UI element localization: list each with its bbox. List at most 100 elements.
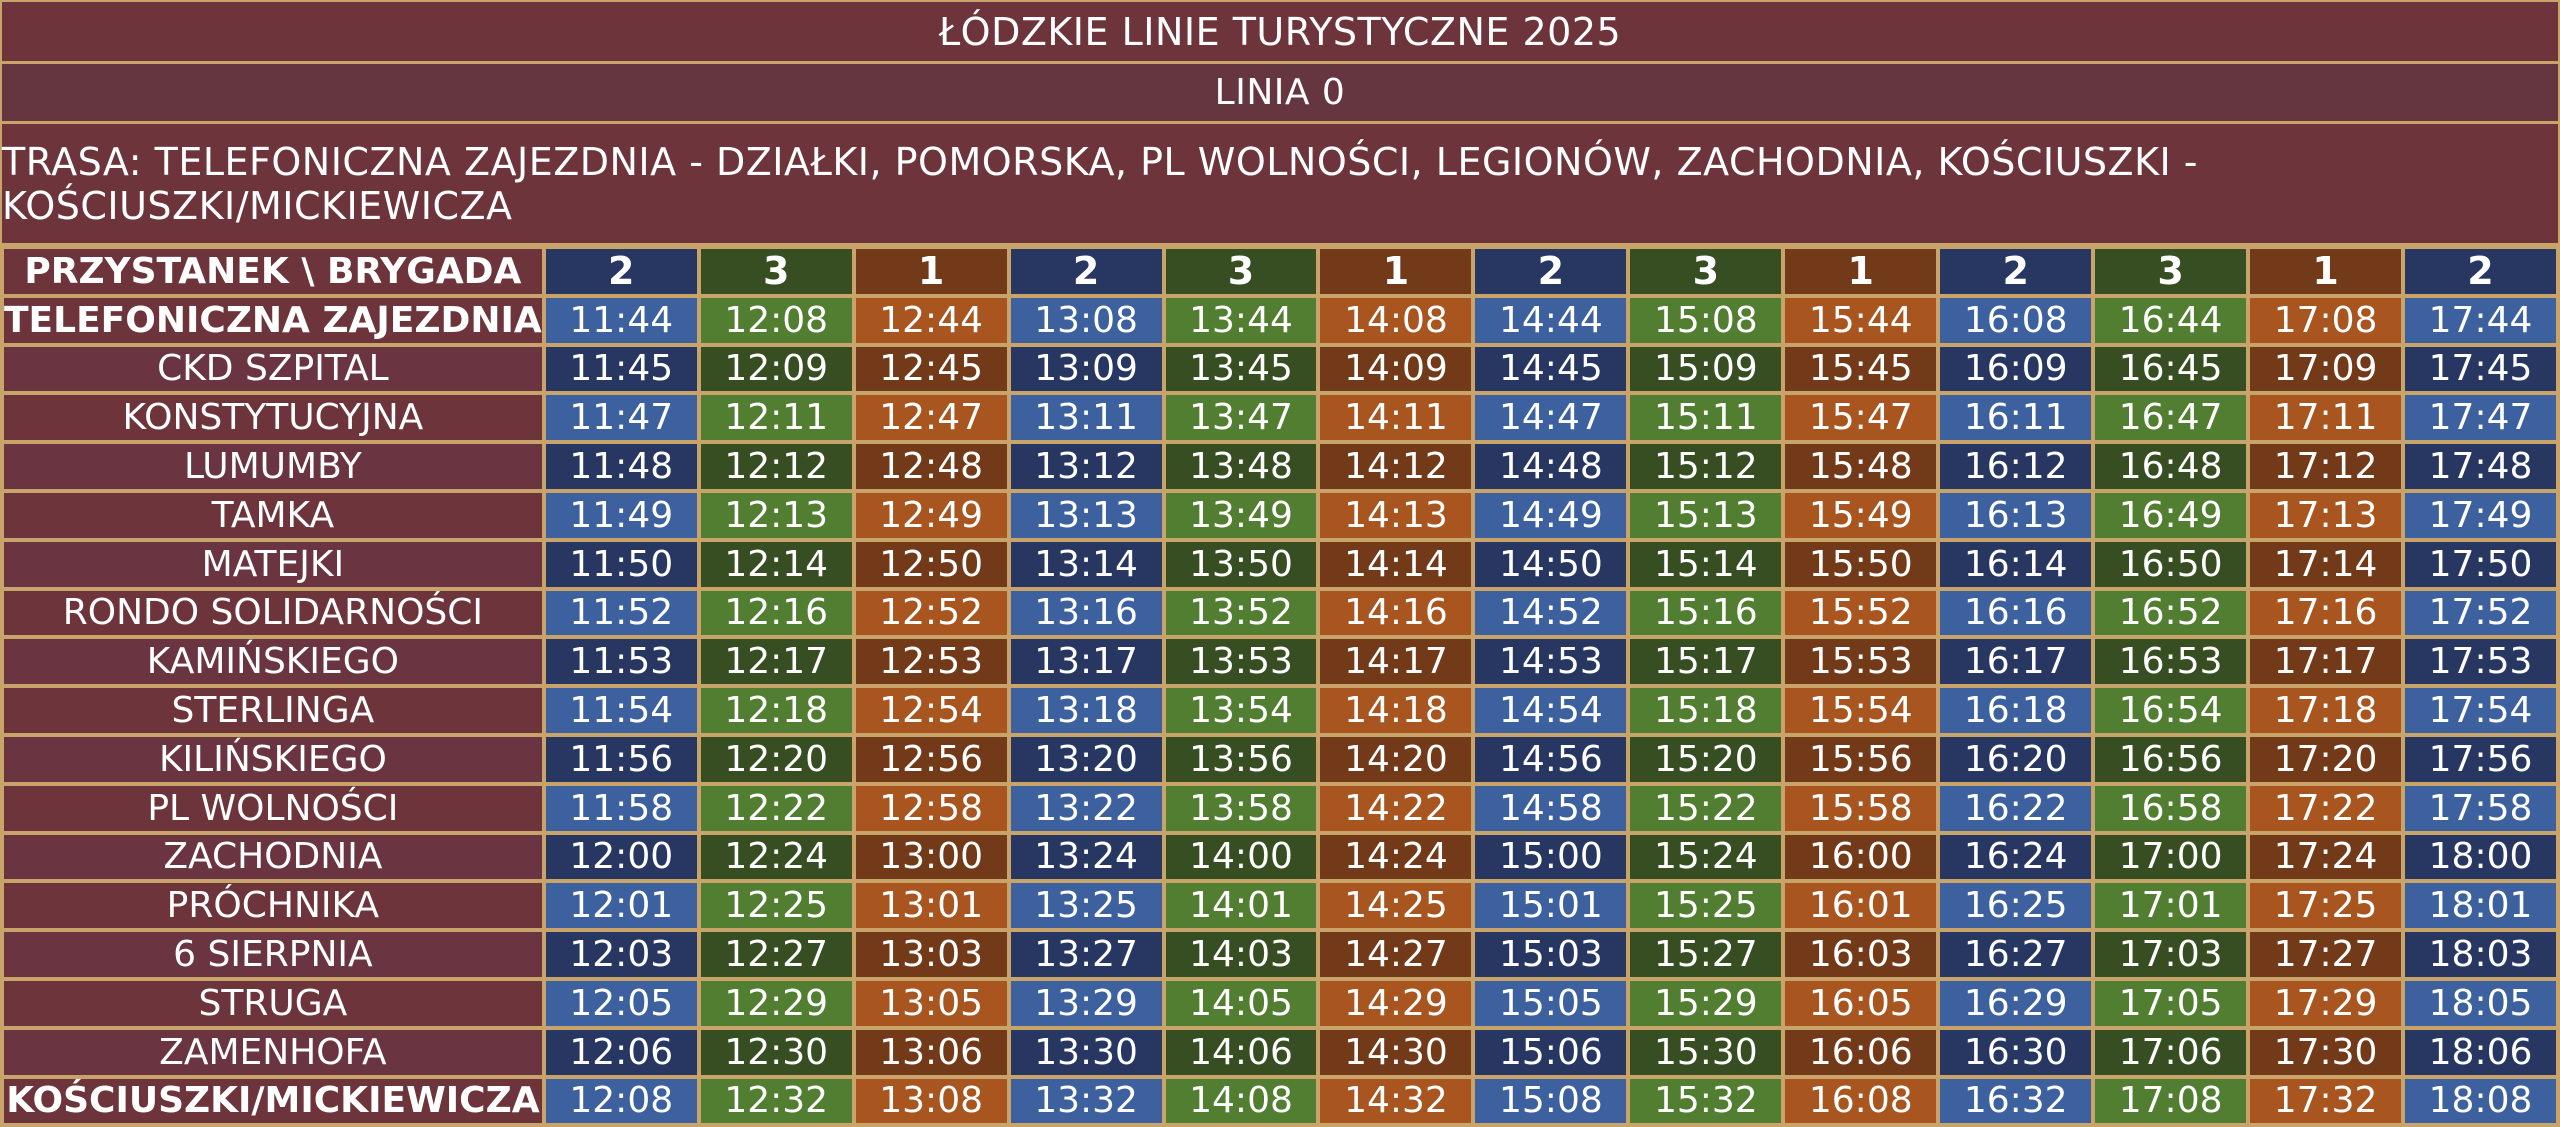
- departure-time: 16:48: [2095, 444, 2247, 489]
- departure-time: 15:16: [1630, 590, 1782, 636]
- departure-time: 15:20: [1630, 736, 1782, 782]
- departure-time: 17:50: [2405, 541, 2556, 587]
- departure-time: 18:06: [2405, 1029, 2556, 1075]
- departure-time: 16:30: [1940, 1029, 2092, 1075]
- departure-time: 16:24: [1940, 834, 2092, 880]
- departure-time: 12:24: [700, 834, 852, 880]
- departure-time: 12:20: [700, 736, 852, 782]
- departure-time: 12:44: [855, 297, 1007, 343]
- departure-time: 12:54: [855, 688, 1007, 733]
- departure-time: 16:50: [2095, 541, 2247, 587]
- departure-time: 14:45: [1475, 346, 1627, 392]
- departure-time: 12:06: [545, 1029, 697, 1075]
- departure-time: 13:00: [855, 834, 1007, 880]
- departure-time: 13:50: [1165, 541, 1317, 587]
- departure-time: 13:44: [1165, 297, 1317, 343]
- departure-time: 14:16: [1320, 590, 1472, 636]
- departure-time: 13:05: [855, 980, 1007, 1026]
- departure-time: 16:52: [2095, 590, 2247, 636]
- brygada-header-cell: 1: [2250, 249, 2402, 294]
- departure-time: 11:49: [545, 492, 697, 538]
- departure-time: 12:49: [855, 492, 1007, 538]
- departure-time: 15:17: [1630, 639, 1782, 685]
- departure-time: 17:18: [2250, 688, 2402, 733]
- departure-time: 14:52: [1475, 590, 1627, 636]
- departure-time: 13:22: [1010, 785, 1162, 831]
- departure-time: 13:17: [1010, 639, 1162, 685]
- departure-time: 17:08: [2095, 1078, 2247, 1124]
- departure-time: 11:54: [545, 688, 697, 733]
- departure-time: 13:58: [1165, 785, 1317, 831]
- departure-time: 14:58: [1475, 785, 1627, 831]
- departure-time: 15:53: [1785, 639, 1937, 685]
- departure-time: 14:12: [1320, 444, 1472, 489]
- page-title: ŁÓDZKIE LINIE TURYSTYCZNE 2025: [2, 2, 2558, 61]
- stop-name: ZACHODNIA: [4, 834, 542, 880]
- brygada-header-cell: 1: [855, 249, 1007, 294]
- departure-time: 11:50: [545, 541, 697, 587]
- departure-time: 15:30: [1630, 1029, 1782, 1075]
- departure-time: 13:18: [1010, 688, 1162, 733]
- departure-time: 13:48: [1165, 444, 1317, 489]
- departure-time: 17:44: [2405, 297, 2556, 343]
- departure-time: 15:58: [1785, 785, 1937, 831]
- departure-time: 15:54: [1785, 688, 1937, 733]
- departure-time: 15:50: [1785, 541, 1937, 587]
- departure-time: 11:52: [545, 590, 697, 636]
- brygada-header-cell: 1: [1320, 249, 1472, 294]
- stop-name: KOŚCIUSZKI/MICKIEWICZA: [4, 1078, 542, 1124]
- stop-name: TAMKA: [4, 492, 542, 538]
- departure-time: 15:09: [1630, 346, 1782, 392]
- departure-time: 14:29: [1320, 980, 1472, 1026]
- departure-time: 12:30: [700, 1029, 852, 1075]
- departure-time: 16:08: [1940, 297, 2092, 343]
- departure-time: 14:50: [1475, 541, 1627, 587]
- departure-time: 13:13: [1010, 492, 1162, 538]
- departure-time: 12:56: [855, 736, 1007, 782]
- departure-time: 13:30: [1010, 1029, 1162, 1075]
- brygada-header-cell: 2: [2405, 249, 2556, 294]
- departure-time: 15:12: [1630, 444, 1782, 489]
- stop-name: MATEJKI: [4, 541, 542, 587]
- departure-time: 17:03: [2095, 932, 2247, 977]
- departure-time: 15:06: [1475, 1029, 1627, 1075]
- departure-time: 14:08: [1165, 1078, 1317, 1124]
- departure-time: 16:47: [2095, 395, 2247, 441]
- departure-time: 17:49: [2405, 492, 2556, 538]
- departure-time: 15:24: [1630, 834, 1782, 880]
- departure-time: 17:58: [2405, 785, 2556, 831]
- departure-time: 17:01: [2095, 883, 2247, 929]
- stop-name: STERLINGA: [4, 688, 542, 733]
- departure-time: 14:01: [1165, 883, 1317, 929]
- departure-time: 18:05: [2405, 980, 2556, 1026]
- departure-time: 15:08: [1475, 1078, 1627, 1124]
- stop-name: KILIŃSKIEGO: [4, 736, 542, 782]
- timetable-body: TELEFONICZNA ZAJEZDNIA 11:44 12:08 12:44 13:…: [4, 297, 2556, 1124]
- departure-time: 16:14: [1940, 541, 2092, 587]
- departure-time: 16:22: [1940, 785, 2092, 831]
- departure-time: 18:00: [2405, 834, 2556, 880]
- departure-time: 13:03: [855, 932, 1007, 977]
- departure-time: 14:27: [1320, 932, 1472, 977]
- departure-time: 12:13: [700, 492, 852, 538]
- departure-time: 15:32: [1630, 1078, 1782, 1124]
- departure-time: 11:58: [545, 785, 697, 831]
- departure-time: 11:48: [545, 444, 697, 489]
- departure-time: 15:05: [1475, 980, 1627, 1026]
- departure-time: 16:27: [1940, 932, 2092, 977]
- departure-time: 15:49: [1785, 492, 1937, 538]
- departure-time: 14:49: [1475, 492, 1627, 538]
- departure-time: 12:58: [855, 785, 1007, 831]
- departure-time: 13:20: [1010, 736, 1162, 782]
- departure-time: 12:09: [700, 346, 852, 392]
- departure-time: 15:03: [1475, 932, 1627, 977]
- departure-time: 12:22: [700, 785, 852, 831]
- departure-time: 16:00: [1785, 834, 1937, 880]
- departure-time: 13:27: [1010, 932, 1162, 977]
- departure-time: 13:32: [1010, 1078, 1162, 1124]
- departure-time: 16:56: [2095, 736, 2247, 782]
- departure-time: 14:00: [1165, 834, 1317, 880]
- stop-name: PL WOLNOŚCI: [4, 785, 542, 831]
- departure-time: 13:01: [855, 883, 1007, 929]
- departure-time: 17:56: [2405, 736, 2556, 782]
